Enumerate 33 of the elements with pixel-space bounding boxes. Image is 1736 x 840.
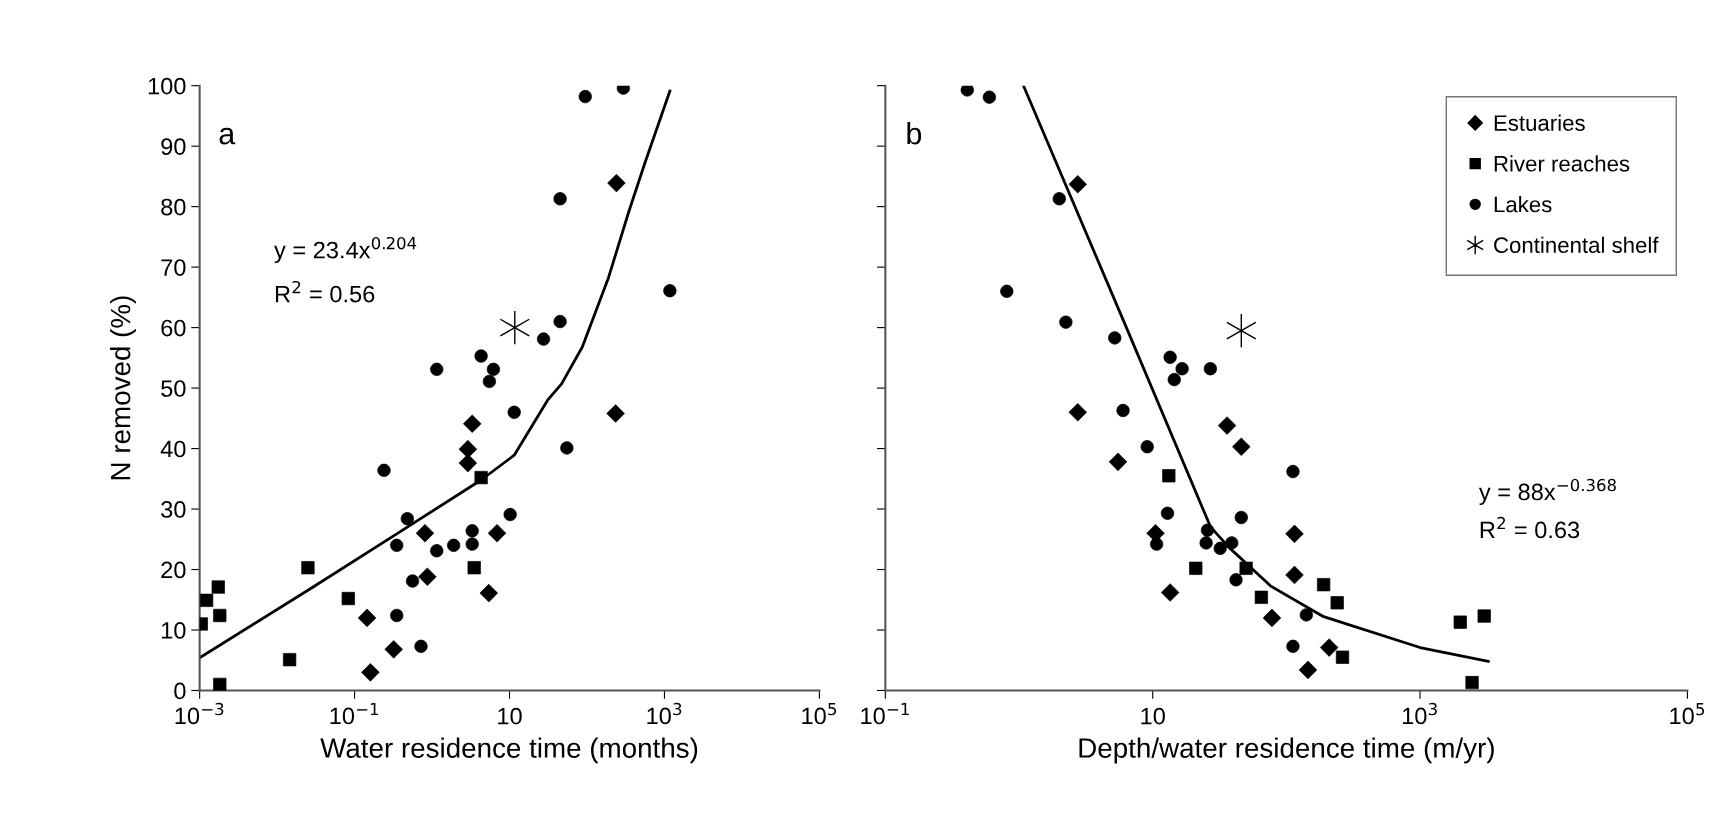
y-tick-label: 50: [161, 380, 186, 397]
legend-label: Lakes: [1494, 196, 1552, 213]
x-tick-label: 10$^{3}$: [647, 702, 682, 725]
y-tick-label: 30: [161, 501, 186, 518]
x-tick-label: 10$^{5}$: [1670, 703, 1705, 725]
y-tick-label: 20: [161, 561, 186, 579]
x-tick-label: 10$^{3}$: [1402, 702, 1437, 725]
x-tick-label: 10: [498, 707, 522, 725]
y-tick-label: 40: [160, 440, 186, 458]
annotation: R$^{2}$ = 0.63: [1480, 516, 1580, 539]
x-axis-title: Water residence time (months): [320, 737, 698, 764]
y-tick-label: 80: [161, 198, 186, 216]
x-tick-label: 10$^{−1}$: [861, 703, 909, 725]
annotation: y = 23.4x$^{0.204}$: [274, 236, 417, 264]
y-tick-label: 90: [161, 138, 186, 155]
y-tick-label: 10: [161, 622, 186, 639]
y-tick-label: 70: [161, 259, 186, 276]
annotation: a: [219, 127, 236, 145]
y-tick-label: 100: [148, 77, 186, 95]
y-tick-label: 0: [174, 682, 186, 700]
x-axis-title: Depth/water residence time (m/yr): [1079, 737, 1494, 764]
y-axis-title: N removed (%): [110, 296, 136, 480]
legend-label: Continental shelf: [1494, 236, 1659, 254]
annotation: R$^{2}$ = 0.56: [275, 280, 375, 303]
legend-label: Estuaries: [1494, 114, 1585, 131]
x-tick-label: 10: [1141, 707, 1165, 725]
annotation: b: [907, 121, 922, 145]
x-tick-label: 10$^{−1}$: [330, 703, 379, 725]
legend-label: River reaches: [1494, 155, 1630, 172]
x-tick-label: 10$^{5}$: [802, 703, 837, 725]
annotation: y = 88x$^{−0.368}$: [1478, 478, 1616, 505]
y-tick-label: 60: [161, 319, 186, 337]
x-tick-label: 10$^{−3}$: [175, 702, 224, 725]
